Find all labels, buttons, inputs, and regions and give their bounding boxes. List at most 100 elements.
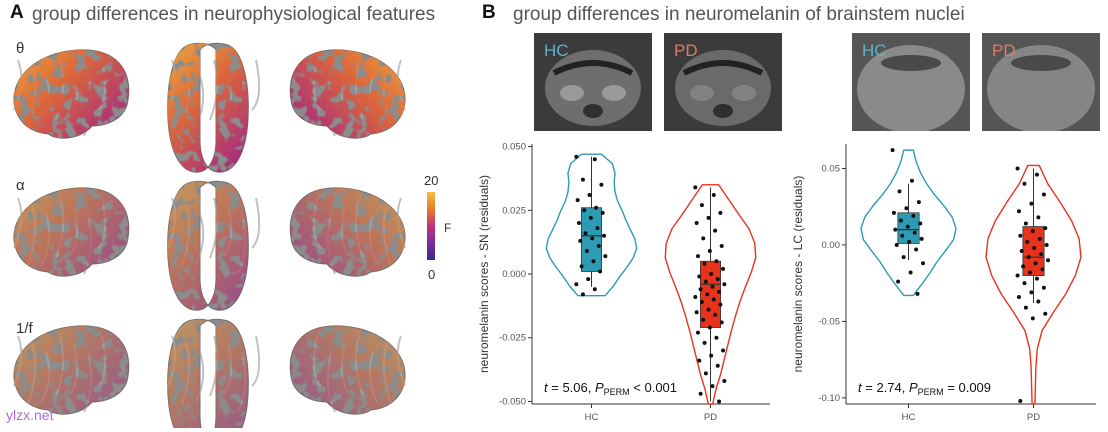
data-point [596, 243, 601, 248]
data-point [1026, 255, 1031, 260]
data-point [703, 279, 708, 284]
data-point [1015, 166, 1020, 171]
data-point [603, 254, 608, 259]
data-point [710, 384, 715, 389]
data-point [1022, 281, 1027, 286]
data-point [1016, 294, 1021, 299]
data-point [588, 215, 593, 220]
data-point [719, 320, 724, 325]
data-point [693, 294, 698, 299]
violin-pd [985, 164, 1082, 405]
data-point [599, 182, 604, 187]
data-point [1019, 249, 1024, 254]
data-point [711, 297, 716, 302]
data-point [697, 274, 702, 279]
data-point [701, 317, 706, 322]
data-point [1033, 261, 1038, 266]
data-point [722, 282, 727, 287]
x-tick-label: HC [902, 412, 916, 423]
violin-hc [545, 153, 638, 297]
data-point [721, 348, 726, 353]
violin-hc [860, 149, 957, 297]
data-point [717, 399, 722, 404]
panel-a-title: group differences in neurophysiological … [32, 4, 436, 25]
data-point [710, 284, 715, 289]
data-point [1023, 305, 1028, 310]
data-point [722, 379, 727, 384]
data-point [1041, 192, 1046, 197]
data-point [1043, 226, 1048, 231]
data-point [699, 203, 704, 208]
data-point [587, 192, 592, 197]
mri-label-pd-2: PD [992, 41, 1016, 60]
data-point [897, 189, 902, 194]
data-point [713, 312, 718, 317]
data-point [916, 200, 921, 205]
data-point [912, 230, 917, 235]
data-point [1032, 246, 1037, 250]
row-label-aperiodic: 1/f [16, 320, 33, 337]
box-pd [699, 260, 722, 328]
data-point [900, 233, 905, 238]
mri-label-hc-2: HC [862, 41, 887, 60]
data-point [703, 371, 708, 376]
data-point [598, 269, 603, 274]
data-point [698, 391, 703, 396]
data-point [894, 242, 899, 247]
data-point [911, 213, 916, 218]
data-point [919, 236, 924, 241]
data-point [1023, 221, 1028, 226]
watermark: ylzx.net [6, 407, 54, 423]
data-point [1015, 273, 1020, 278]
data-point [719, 243, 724, 248]
data-point [1039, 252, 1044, 257]
data-point [579, 264, 584, 269]
data-point [918, 221, 923, 226]
mri-label-pd: PD [674, 41, 698, 60]
data-point [1037, 236, 1042, 241]
x-tick-label: PD [1027, 412, 1040, 423]
data-point [1036, 299, 1041, 304]
colorbar-min-label: 0 [428, 267, 436, 282]
data-point [1030, 229, 1035, 234]
data-point [694, 310, 699, 315]
chart-lc: 0.05 0.00 -0.05 -0.10 neuromelanin scores - … [792, 144, 1096, 423]
mri-lc-hc: HC [852, 33, 970, 131]
data-point [715, 277, 720, 282]
y-axis-label: neuromelanin scores - SN (residuals) [477, 175, 491, 373]
data-point [914, 247, 919, 252]
data-point [721, 266, 726, 271]
data-point [921, 261, 926, 266]
panel-b-letter: B [482, 2, 496, 23]
colorbar-title: F [444, 221, 452, 235]
x-tick-label: PD [704, 412, 717, 423]
data-point [580, 177, 585, 182]
brain-view-r1-v2 [289, 187, 406, 277]
data-point [907, 239, 912, 244]
data-point [574, 282, 579, 287]
data-point [594, 205, 599, 210]
mri-sn-hc: HC [534, 33, 652, 131]
data-point [693, 185, 698, 190]
y-tick-label: 0.00 [822, 240, 841, 251]
y-tick-label: 0.05 [822, 163, 841, 174]
colorbar [427, 192, 435, 260]
row-label-alpha: α [16, 177, 25, 194]
data-point [904, 206, 909, 211]
data-point [1043, 311, 1048, 316]
data-point [1041, 285, 1046, 290]
data-point [717, 289, 722, 294]
data-point [718, 302, 723, 307]
data-point [893, 227, 898, 232]
data-point [905, 224, 910, 229]
data-point [709, 353, 714, 358]
data-point [908, 270, 913, 275]
colorbar-max-label: 20 [424, 173, 439, 188]
data-point [1044, 242, 1049, 247]
y-tick-label: -0.05 [818, 316, 840, 327]
data-point [1034, 276, 1039, 281]
data-point [1036, 215, 1041, 220]
data-point [592, 157, 597, 162]
brain-view-r2-v2 [289, 325, 406, 415]
data-point [591, 259, 596, 264]
